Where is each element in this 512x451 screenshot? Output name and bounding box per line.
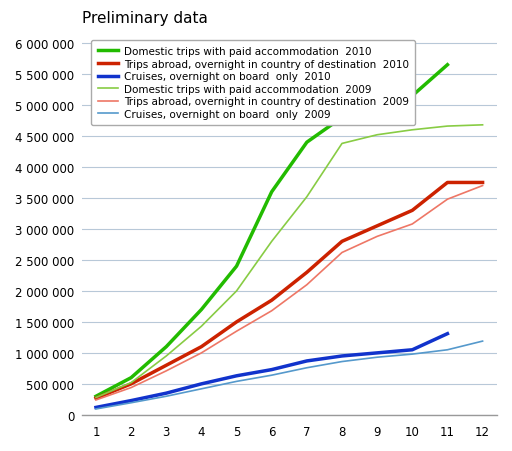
Trips abroad, overnight in country of destination  2009 — [339, 250, 345, 256]
Trips abroad, overnight in country of destination  2010 — [128, 381, 134, 387]
Trips abroad, overnight in country of destination  2010 — [374, 224, 380, 229]
Domestic trips with paid accommodation  2010 — [128, 375, 134, 381]
Line: Domestic trips with paid accommodation  2010: Domestic trips with paid accommodation 2… — [96, 65, 447, 396]
Cruises, overnight on board  only  2010 — [233, 373, 240, 379]
Domestic trips with paid accommodation  2010 — [93, 394, 99, 399]
Trips abroad, overnight in country of destination  2009 — [480, 184, 486, 189]
Domestic trips with paid accommodation  2010 — [233, 264, 240, 269]
Domestic trips with paid accommodation  2010 — [269, 189, 275, 195]
Trips abroad, overnight in country of destination  2009 — [304, 282, 310, 288]
Trips abroad, overnight in country of destination  2009 — [128, 385, 134, 391]
Trips abroad, overnight in country of destination  2009 — [444, 197, 451, 202]
Line: Cruises, overnight on board  only  2009: Cruises, overnight on board only 2009 — [96, 341, 483, 409]
Cruises, overnight on board  only  2010 — [198, 381, 204, 387]
Domestic trips with paid accommodation  2009 — [374, 133, 380, 138]
Cruises, overnight on board  only  2010 — [444, 331, 451, 336]
Line: Domestic trips with paid accommodation  2009: Domestic trips with paid accommodation 2… — [96, 125, 483, 398]
Domestic trips with paid accommodation  2010 — [374, 103, 380, 109]
Domestic trips with paid accommodation  2009 — [339, 142, 345, 147]
Domestic trips with paid accommodation  2010 — [304, 140, 310, 146]
Trips abroad, overnight in country of destination  2010 — [409, 208, 415, 214]
Trips abroad, overnight in country of destination  2010 — [339, 239, 345, 244]
Cruises, overnight on board  only  2009 — [269, 373, 275, 378]
Cruises, overnight on board  only  2010 — [374, 350, 380, 356]
Domestic trips with paid accommodation  2009 — [409, 128, 415, 133]
Domestic trips with paid accommodation  2009 — [444, 124, 451, 129]
Domestic trips with paid accommodation  2009 — [233, 289, 240, 294]
Cruises, overnight on board  only  2009 — [163, 394, 169, 399]
Cruises, overnight on board  only  2009 — [93, 406, 99, 412]
Cruises, overnight on board  only  2009 — [198, 386, 204, 391]
Trips abroad, overnight in country of destination  2009 — [269, 308, 275, 314]
Cruises, overnight on board  only  2009 — [374, 354, 380, 360]
Trips abroad, overnight in country of destination  2009 — [233, 329, 240, 334]
Domestic trips with paid accommodation  2010 — [339, 115, 345, 121]
Domestic trips with paid accommodation  2009 — [269, 239, 275, 244]
Cruises, overnight on board  only  2009 — [304, 365, 310, 371]
Trips abroad, overnight in country of destination  2010 — [269, 298, 275, 303]
Legend: Domestic trips with paid accommodation  2010, Trips abroad, overnight in country: Domestic trips with paid accommodation 2… — [91, 41, 415, 126]
Trips abroad, overnight in country of destination  2010 — [198, 344, 204, 350]
Trips abroad, overnight in country of destination  2010 — [304, 270, 310, 276]
Trips abroad, overnight in country of destination  2009 — [409, 222, 415, 227]
Cruises, overnight on board  only  2009 — [409, 352, 415, 357]
Trips abroad, overnight in country of destination  2010 — [444, 180, 451, 186]
Cruises, overnight on board  only  2010 — [163, 391, 169, 396]
Domestic trips with paid accommodation  2010 — [198, 307, 204, 313]
Trips abroad, overnight in country of destination  2010 — [163, 363, 169, 368]
Line: Cruises, overnight on board  only  2010: Cruises, overnight on board only 2010 — [96, 334, 447, 408]
Domestic trips with paid accommodation  2010 — [409, 94, 415, 99]
Trips abroad, overnight in country of destination  2010 — [480, 180, 486, 186]
Trips abroad, overnight in country of destination  2009 — [374, 234, 380, 239]
Domestic trips with paid accommodation  2009 — [480, 123, 486, 128]
Cruises, overnight on board  only  2010 — [409, 347, 415, 353]
Cruises, overnight on board  only  2010 — [304, 359, 310, 364]
Trips abroad, overnight in country of destination  2010 — [93, 396, 99, 401]
Domestic trips with paid accommodation  2009 — [93, 395, 99, 400]
Cruises, overnight on board  only  2009 — [233, 379, 240, 384]
Trips abroad, overnight in country of destination  2009 — [163, 368, 169, 374]
Cruises, overnight on board  only  2010 — [269, 367, 275, 373]
Trips abroad, overnight in country of destination  2010 — [233, 319, 240, 325]
Domestic trips with paid accommodation  2010 — [163, 344, 169, 350]
Line: Trips abroad, overnight in country of destination  2009: Trips abroad, overnight in country of de… — [96, 186, 483, 400]
Cruises, overnight on board  only  2010 — [128, 398, 134, 403]
Domestic trips with paid accommodation  2010 — [444, 63, 451, 68]
Cruises, overnight on board  only  2009 — [339, 359, 345, 364]
Trips abroad, overnight in country of destination  2009 — [93, 397, 99, 403]
Cruises, overnight on board  only  2009 — [444, 347, 451, 353]
Domestic trips with paid accommodation  2009 — [304, 194, 310, 200]
Cruises, overnight on board  only  2010 — [93, 405, 99, 410]
Line: Trips abroad, overnight in country of destination  2010: Trips abroad, overnight in country of de… — [96, 183, 483, 398]
Trips abroad, overnight in country of destination  2009 — [198, 350, 204, 356]
Domestic trips with paid accommodation  2009 — [128, 380, 134, 386]
Cruises, overnight on board  only  2010 — [339, 354, 345, 359]
Domestic trips with paid accommodation  2009 — [163, 354, 169, 359]
Cruises, overnight on board  only  2009 — [480, 339, 486, 344]
Text: Preliminary data: Preliminary data — [82, 11, 208, 26]
Domestic trips with paid accommodation  2009 — [198, 324, 204, 329]
Cruises, overnight on board  only  2009 — [128, 400, 134, 405]
